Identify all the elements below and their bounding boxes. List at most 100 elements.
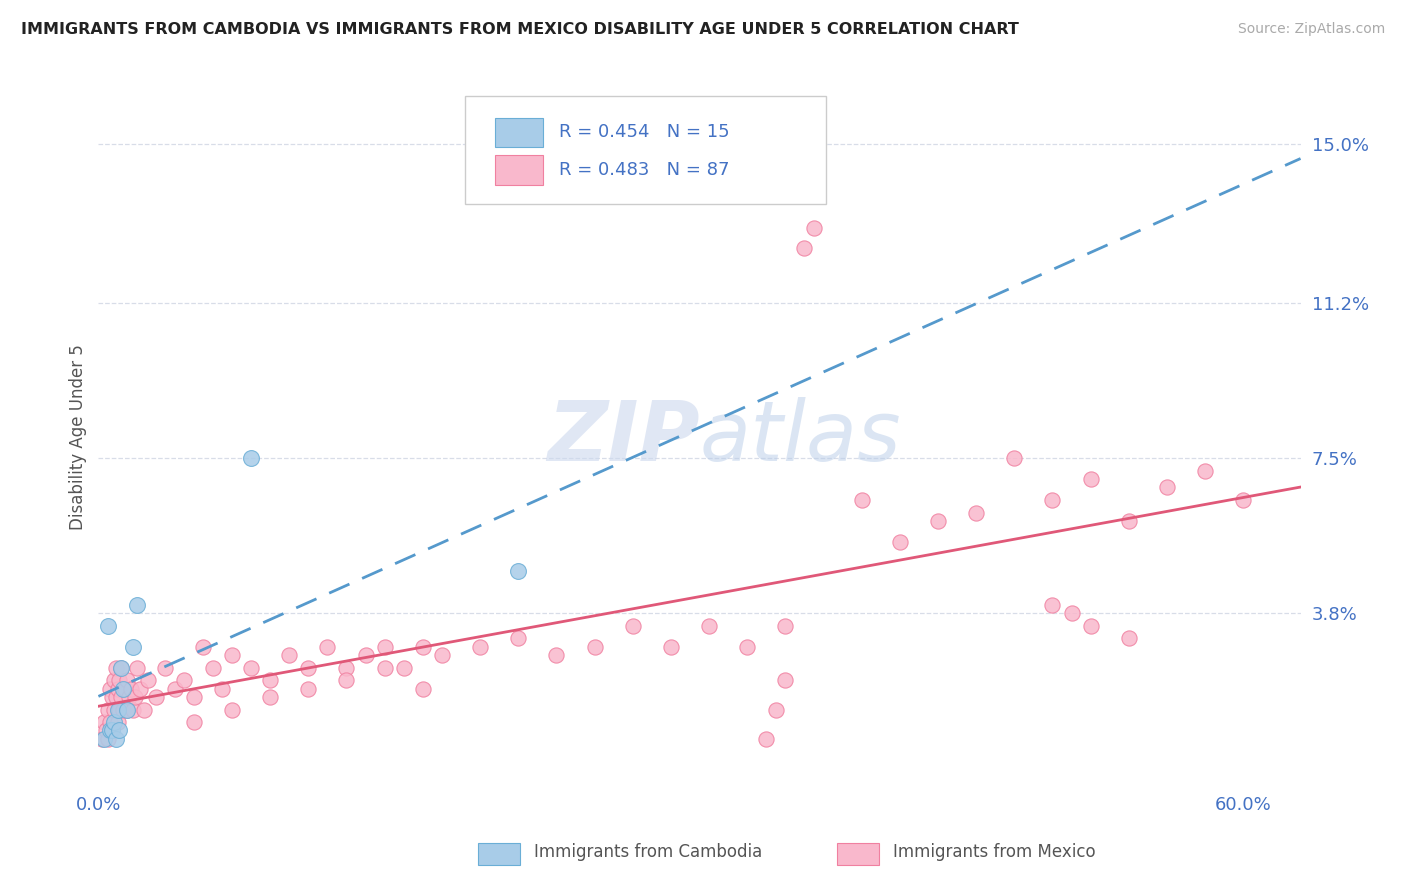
Point: [124, 690, 146, 704]
Point: [125, 660, 148, 674]
Point: [508, 632, 530, 646]
Point: [120, 681, 142, 696]
Point: [697, 618, 720, 632]
Point: [114, 681, 136, 696]
Point: [101, 723, 124, 738]
FancyBboxPatch shape: [495, 155, 543, 185]
Text: atlas: atlas: [699, 397, 901, 477]
Point: [297, 681, 319, 696]
Point: [121, 702, 143, 716]
Point: [115, 702, 138, 716]
Point: [134, 702, 156, 716]
Point: [98, 681, 121, 696]
Point: [125, 598, 148, 612]
Point: [374, 640, 396, 654]
Point: [1060, 606, 1083, 620]
Text: R = 0.483   N = 87: R = 0.483 N = 87: [558, 161, 730, 179]
Text: Immigrants from Mexico: Immigrants from Mexico: [893, 843, 1095, 861]
Point: [107, 681, 129, 696]
Point: [1042, 492, 1064, 507]
Point: [129, 681, 152, 696]
Point: [1118, 514, 1140, 528]
Point: [1042, 598, 1064, 612]
Point: [965, 506, 987, 520]
Text: IMMIGRANTS FROM CAMBODIA VS IMMIGRANTS FROM MEXICO DISABILITY AGE UNDER 5 CORREL: IMMIGRANTS FROM CAMBODIA VS IMMIGRANTS F…: [21, 22, 1019, 37]
Point: [98, 723, 121, 738]
Point: [468, 640, 491, 654]
Point: [508, 564, 530, 578]
Point: [583, 640, 606, 654]
Point: [98, 715, 121, 730]
Point: [803, 220, 825, 235]
Point: [775, 618, 797, 632]
Point: [93, 715, 115, 730]
Point: [793, 242, 815, 256]
Point: [104, 660, 127, 674]
Point: [107, 702, 129, 716]
FancyBboxPatch shape: [465, 96, 825, 204]
Point: [1080, 472, 1102, 486]
Point: [392, 660, 415, 674]
Point: [240, 660, 263, 674]
Point: [1002, 450, 1025, 465]
Point: [927, 514, 949, 528]
Point: [112, 681, 135, 696]
Text: R = 0.454   N = 15: R = 0.454 N = 15: [558, 123, 730, 141]
Point: [221, 702, 243, 716]
Point: [155, 660, 177, 674]
Point: [108, 702, 131, 716]
Point: [110, 660, 132, 674]
Point: [201, 660, 224, 674]
Point: [546, 648, 568, 662]
Point: [136, 673, 159, 688]
FancyBboxPatch shape: [495, 118, 543, 147]
Point: [107, 715, 129, 730]
Point: [94, 723, 117, 738]
Point: [97, 702, 120, 716]
Point: [755, 731, 778, 746]
Point: [221, 648, 243, 662]
Point: [115, 673, 138, 688]
Y-axis label: Disability Age Under 5: Disability Age Under 5: [69, 344, 87, 530]
Point: [259, 690, 281, 704]
Text: ZIP: ZIP: [547, 397, 699, 477]
Point: [110, 690, 132, 704]
Point: [278, 648, 301, 662]
Point: [1080, 618, 1102, 632]
Point: [101, 690, 124, 704]
Point: [374, 660, 396, 674]
Point: [173, 673, 195, 688]
Point: [91, 731, 114, 746]
Point: [183, 690, 205, 704]
Point: [240, 450, 263, 465]
Point: [93, 731, 115, 746]
Point: [97, 618, 120, 632]
Text: Immigrants from Cambodia: Immigrants from Cambodia: [534, 843, 762, 861]
Point: [103, 715, 125, 730]
Point: [104, 731, 127, 746]
Point: [735, 640, 758, 654]
Point: [193, 640, 215, 654]
Point: [335, 673, 357, 688]
Point: [430, 648, 453, 662]
Point: [775, 673, 797, 688]
Point: [621, 618, 644, 632]
Point: [97, 731, 120, 746]
Point: [659, 640, 682, 654]
Point: [110, 660, 132, 674]
Point: [354, 648, 377, 662]
Point: [104, 690, 127, 704]
Point: [112, 702, 135, 716]
Point: [412, 681, 434, 696]
Point: [101, 723, 124, 738]
Point: [115, 702, 138, 716]
Point: [108, 673, 131, 688]
Point: [1118, 632, 1140, 646]
Point: [259, 673, 281, 688]
Point: [1156, 480, 1178, 494]
Point: [297, 660, 319, 674]
Point: [765, 702, 787, 716]
Point: [316, 640, 339, 654]
Point: [889, 534, 911, 549]
Point: [211, 681, 233, 696]
